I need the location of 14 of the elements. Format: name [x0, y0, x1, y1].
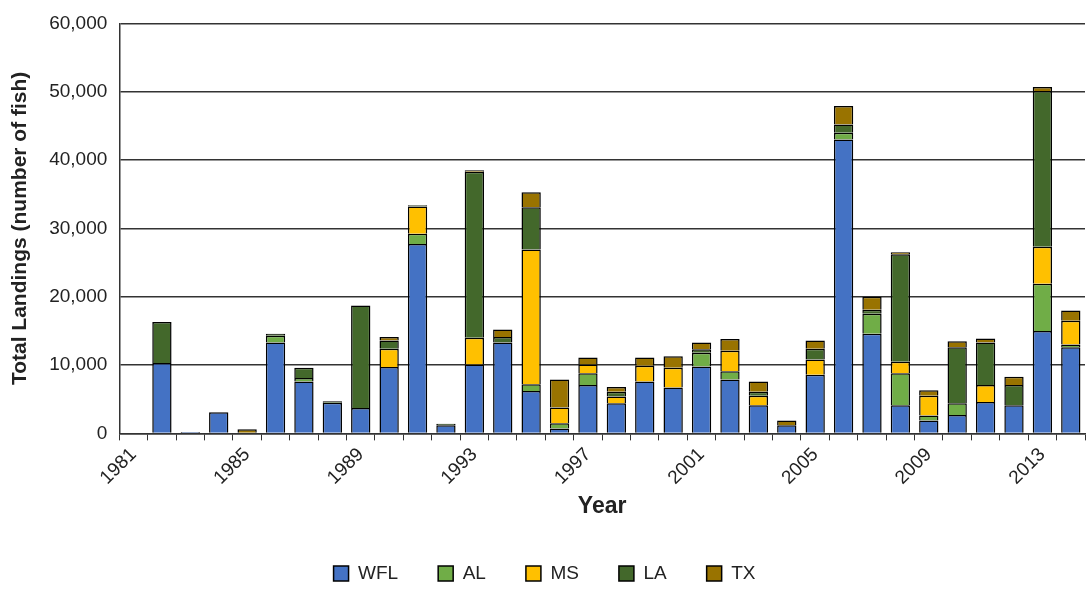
x-axis-title: Year	[577, 491, 627, 518]
y-tick-label: 40,000	[49, 148, 108, 170]
y-axis-title: Total Landings (number of fish)	[7, 71, 31, 386]
legend-label: AL	[462, 561, 486, 583]
y-tick-label: 60,000	[49, 11, 108, 33]
y-tick-label: 10,000	[49, 353, 108, 375]
y-tick-label: 50,000	[49, 79, 108, 101]
legend-label: LA	[643, 561, 667, 583]
y-tick-label: 30,000	[49, 216, 108, 238]
legend-label: WFL	[358, 561, 399, 583]
y-tick-label: 0	[96, 421, 108, 443]
legend-label: MS	[550, 561, 579, 583]
y-tick-label: 20,000	[49, 284, 108, 306]
legend-label: TX	[731, 561, 756, 583]
